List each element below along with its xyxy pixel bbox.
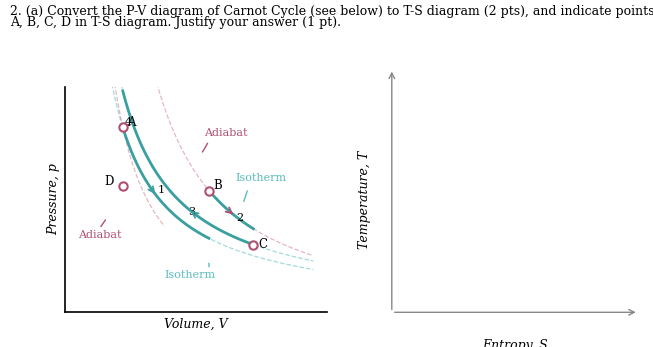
Text: D: D xyxy=(104,175,114,188)
Text: Temperature, T: Temperature, T xyxy=(358,150,371,249)
Text: Isotherm: Isotherm xyxy=(165,270,215,280)
Y-axis label: Pressure, p: Pressure, p xyxy=(47,163,59,236)
Text: Adiabat: Adiabat xyxy=(78,230,122,240)
Text: A: A xyxy=(127,116,136,129)
Text: 4: 4 xyxy=(125,117,132,127)
Text: 3: 3 xyxy=(187,207,195,217)
Text: Entropy, S: Entropy, S xyxy=(483,339,548,347)
Text: 2. (a) Convert the P-V diagram of Carnot Cycle (see below) to T-S diagram (2 pts: 2. (a) Convert the P-V diagram of Carnot… xyxy=(10,5,653,18)
Text: 1: 1 xyxy=(158,185,165,195)
X-axis label: Volume, V: Volume, V xyxy=(164,318,228,331)
Text: B: B xyxy=(214,179,223,192)
Text: C: C xyxy=(258,238,267,251)
Text: Isotherm: Isotherm xyxy=(235,174,286,184)
Text: 2: 2 xyxy=(236,213,244,223)
Text: A, B, C, D in T-S diagram. Justify your answer (1 pt).: A, B, C, D in T-S diagram. Justify your … xyxy=(10,16,341,28)
Text: Adiabat: Adiabat xyxy=(204,128,247,138)
